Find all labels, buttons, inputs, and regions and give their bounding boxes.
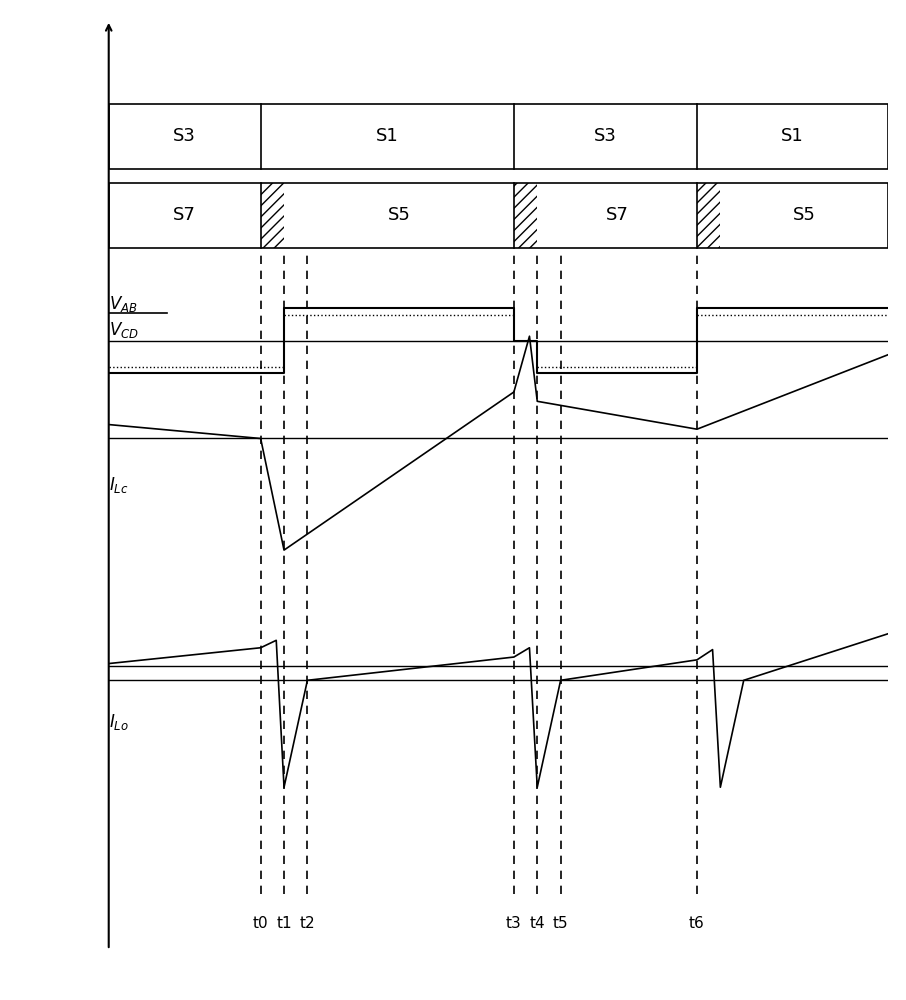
Bar <box>261 183 284 248</box>
Text: t1: t1 <box>276 916 292 931</box>
Text: S1: S1 <box>376 127 399 145</box>
Text: $V_{CD}$: $V_{CD}$ <box>109 320 139 340</box>
Bar <box>697 183 720 248</box>
Bar <box>697 104 888 169</box>
Text: $V_{AB}$: $V_{AB}$ <box>109 294 138 314</box>
Text: t6: t6 <box>689 916 705 931</box>
Text: t5: t5 <box>553 916 568 931</box>
Text: t0: t0 <box>253 916 268 931</box>
Text: $I_{Lc}$: $I_{Lc}$ <box>109 475 129 495</box>
Bar <box>261 104 514 169</box>
Bar <box>109 183 261 248</box>
Text: S5: S5 <box>793 206 815 224</box>
Text: $I_{Lo}$: $I_{Lo}$ <box>109 712 129 732</box>
Bar <box>109 104 888 169</box>
Bar <box>514 183 537 248</box>
Text: t3: t3 <box>506 916 522 931</box>
Bar <box>720 183 888 248</box>
Text: S5: S5 <box>388 206 410 224</box>
Text: S7: S7 <box>606 206 629 224</box>
Text: t2: t2 <box>300 916 315 931</box>
Text: S3: S3 <box>594 127 617 145</box>
Bar <box>514 104 697 169</box>
Text: S3: S3 <box>173 127 196 145</box>
Text: t4: t4 <box>529 916 545 931</box>
Bar <box>109 104 261 169</box>
Text: S7: S7 <box>173 206 196 224</box>
Bar <box>284 183 514 248</box>
Text: S1: S1 <box>781 127 804 145</box>
Bar <box>537 183 697 248</box>
Bar <box>109 183 888 248</box>
